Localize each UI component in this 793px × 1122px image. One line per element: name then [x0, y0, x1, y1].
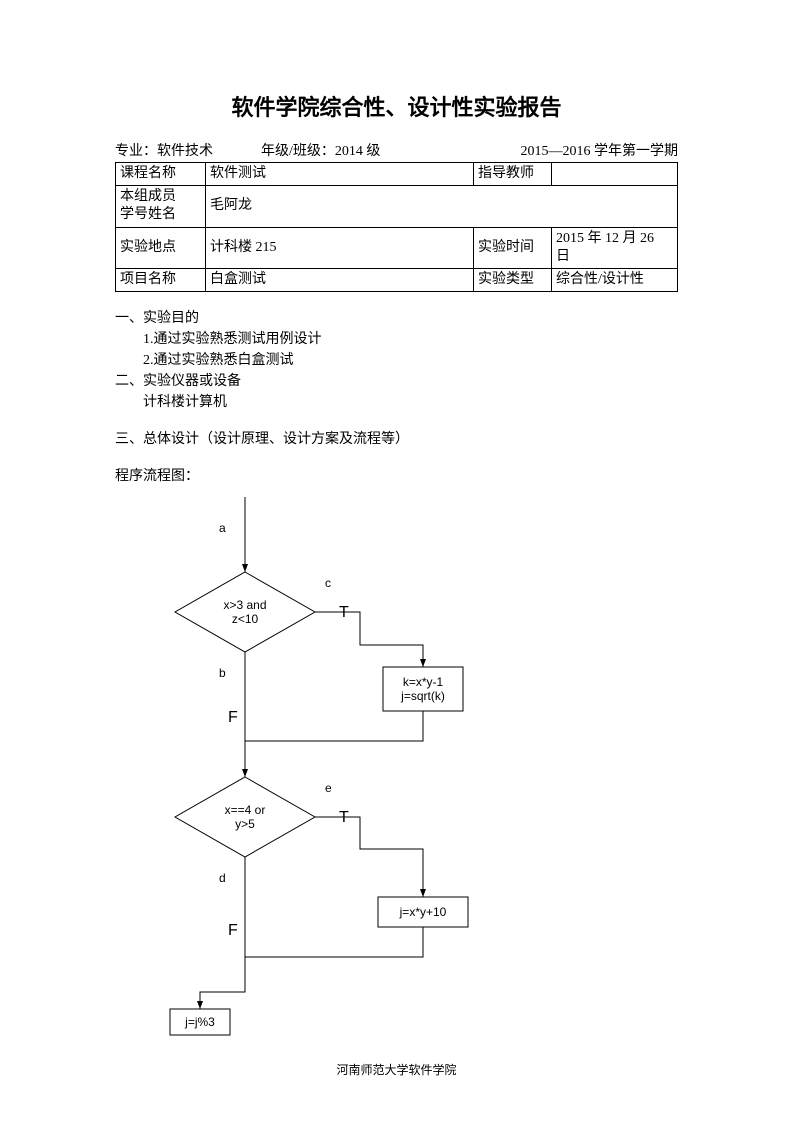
- svg-text:F: F: [228, 709, 238, 726]
- major-value: 软件技术: [157, 140, 213, 160]
- svg-text:e: e: [325, 781, 332, 795]
- cell-time-label: 实验时间: [474, 227, 552, 268]
- svg-text:T: T: [339, 809, 349, 826]
- page-footer: 河南师范大学软件学院: [0, 1061, 793, 1078]
- section-3: 三、总体设计（设计原理、设计方案及流程等）: [115, 429, 678, 450]
- flowchart: x>3 andz<10 k=x*y-1j=sqrt(k) x==4 ory>5 j=x…: [115, 497, 675, 1057]
- cell-place: 计科楼 215: [206, 227, 474, 268]
- svg-text:a: a: [219, 521, 226, 535]
- cell-time: 2015 年 12 月 26 日: [552, 227, 678, 268]
- table-row: 课程名称 软件测试 指导教师: [116, 163, 678, 186]
- cell-teacher: [552, 163, 678, 186]
- cell-teacher-label: 指导教师: [474, 163, 552, 186]
- svg-text:T: T: [339, 604, 349, 621]
- cell-members: 毛阿龙: [206, 186, 678, 227]
- s1-item: 1.通过实验熟悉测试用例设计: [115, 329, 678, 350]
- grade-value: 2014 级: [335, 140, 381, 160]
- cell-type: 综合性/设计性: [552, 268, 678, 291]
- cell-project: 白盒测试: [206, 268, 474, 291]
- svg-text:j=j%3: j=j%3: [184, 1015, 215, 1029]
- major-label: 专业：: [115, 140, 157, 160]
- svg-text:k=x*y-1: k=x*y-1: [403, 675, 444, 689]
- s2-heading: 二、实验仪器或设备: [115, 371, 678, 392]
- cell-type-label: 实验类型: [474, 268, 552, 291]
- s2-item: 计科楼计算机: [115, 392, 678, 413]
- cell-course-label: 课程名称: [116, 163, 206, 186]
- table-row: 实验地点 计科楼 215 实验时间 2015 年 12 月 26 日: [116, 227, 678, 268]
- svg-text:d: d: [219, 871, 226, 885]
- page-title: 软件学院综合性、设计性实验报告: [115, 90, 678, 122]
- svg-text:c: c: [325, 576, 331, 590]
- info-table: 课程名称 软件测试 指导教师 本组成员 学号姓名 毛阿龙 实验地点 计科楼 21…: [115, 162, 678, 292]
- grade-label: 年级/班级：: [261, 140, 335, 160]
- cell-project-label: 项目名称: [116, 268, 206, 291]
- s1-heading: 一、实验目的: [115, 308, 678, 329]
- svg-text:F: F: [228, 922, 238, 939]
- table-row: 项目名称 白盒测试 实验类型 综合性/设计性: [116, 268, 678, 291]
- svg-text:j=sqrt(k): j=sqrt(k): [400, 689, 445, 703]
- svg-text:y>5: y>5: [235, 817, 255, 831]
- cell-place-label: 实验地点: [116, 227, 206, 268]
- section-1: 一、实验目的 1.通过实验熟悉测试用例设计 2.通过实验熟悉白盒测试 二、实验仪…: [115, 308, 678, 413]
- svg-text:x==4 or: x==4 or: [225, 803, 266, 817]
- cell-members-label: 本组成员 学号姓名: [116, 186, 206, 227]
- s1-item: 2.通过实验熟悉白盒测试: [115, 350, 678, 371]
- svg-text:x>3 and: x>3 and: [223, 598, 266, 612]
- svg-text:z<10: z<10: [232, 612, 259, 626]
- table-row: 本组成员 学号姓名 毛阿龙: [116, 186, 678, 227]
- svg-text:b: b: [219, 666, 226, 680]
- section-4: 程序流程图：: [115, 466, 678, 487]
- subhead-row: 专业： 软件技术 年级/班级： 2014 级 2015—2016 学年第一学期: [115, 140, 678, 160]
- svg-text:j=x*y+10: j=x*y+10: [399, 905, 447, 919]
- term-value: 2015—2016 学年第一学期: [521, 140, 679, 160]
- cell-course: 软件测试: [206, 163, 474, 186]
